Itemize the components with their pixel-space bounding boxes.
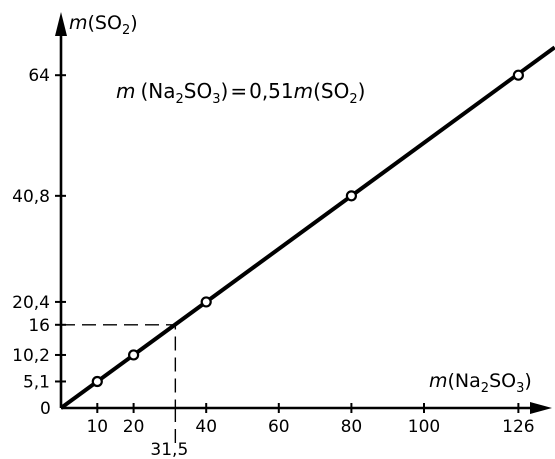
origin-label: 0 (40, 399, 51, 419)
y-axis-label: m(SO2) (69, 12, 138, 38)
fit-line (59, 45, 555, 410)
y-tick-label: 16 (28, 316, 50, 336)
data-point (512, 69, 524, 81)
x-tick-label: 126 (502, 417, 534, 437)
x-tick-label: 10 (86, 417, 108, 437)
x-tick-label: 80 (341, 417, 363, 437)
x-axis-label: m(Na2SO3) (429, 370, 532, 396)
x-tick-label: 60 (268, 417, 290, 437)
line-layer (59, 45, 555, 410)
points-layer (91, 69, 524, 388)
data-point (91, 375, 103, 388)
ticks-layer: 10 20 40 60 80 100 126 5,1 10,2 16 20,4 40,8 64 (12, 66, 534, 437)
x-tick-label: 40 (195, 417, 217, 437)
x-tick-label: 100 (408, 417, 440, 437)
y-axis: m(SO2) (55, 12, 138, 408)
x-axis: m(Na2SO3) (61, 370, 552, 414)
y-axis-arrowhead (55, 12, 67, 36)
data-point (200, 296, 212, 308)
x-tick-label: 20 (123, 417, 145, 437)
equation-label: m (Na2SO3) = 0,51m(SO2) (116, 79, 365, 107)
y-tick-label: 5,1 (23, 372, 50, 392)
y-tick-label: 20,4 (12, 293, 50, 313)
guide-x-label: 31,5 (150, 440, 188, 459)
y-tick-label: 10,2 (12, 346, 50, 366)
data-point (128, 349, 140, 361)
y-tick-label: 64 (28, 66, 50, 86)
x-axis-arrowhead (530, 402, 552, 414)
y-tick-label: 40,8 (12, 187, 50, 207)
data-point (345, 190, 357, 202)
